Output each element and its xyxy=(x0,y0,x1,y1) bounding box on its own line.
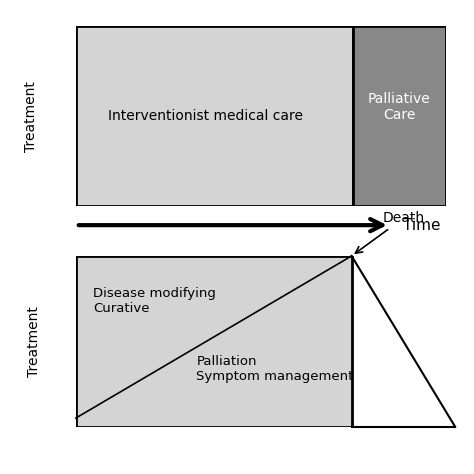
Text: Death: Death xyxy=(356,211,424,253)
Text: Disease modifying
Curative: Disease modifying Curative xyxy=(93,287,216,315)
Bar xyxy=(76,256,352,427)
Bar xyxy=(76,26,353,206)
Text: Treatment: Treatment xyxy=(25,81,38,152)
Text: Interventionist medical care: Interventionist medical care xyxy=(108,109,303,123)
Bar xyxy=(353,26,446,206)
Text: Treatment: Treatment xyxy=(27,306,41,377)
Text: Time: Time xyxy=(403,218,441,233)
Text: Palliation
Symptom management: Palliation Symptom management xyxy=(197,355,354,383)
Text: Palliative
Care: Palliative Care xyxy=(368,92,431,122)
